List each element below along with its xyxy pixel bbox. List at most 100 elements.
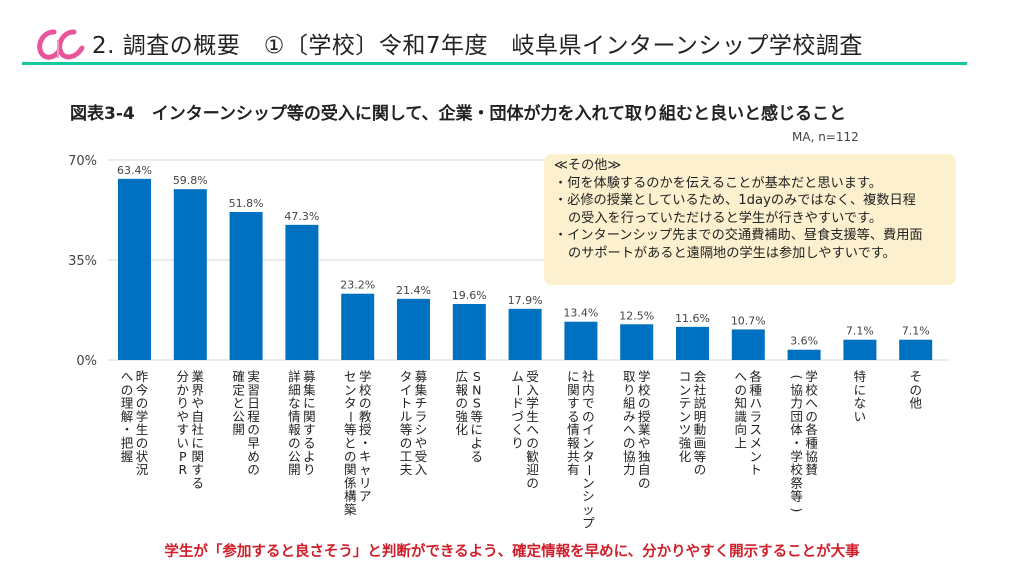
x-tick-label-char: 募 <box>415 369 428 384</box>
page-title: 2. 調査の概要 ①〔学校〕令和7年度 岐阜県インターンシップ学校調査 <box>92 33 863 59</box>
x-tick-label-char: 把 <box>121 436 134 451</box>
x-tick-label-char: 学 <box>359 369 372 384</box>
bar <box>452 304 486 360</box>
x-tick-label-char: 教 <box>359 409 372 424</box>
x-tick-label-char: の <box>638 396 651 411</box>
x-tick-label-char: 等 <box>790 489 803 504</box>
x-tick-label-char: 自 <box>192 409 205 424</box>
data-label: 23.2% <box>340 279 375 292</box>
x-tick-label-char: ン <box>344 382 357 397</box>
x-tick-label-char: で <box>582 396 595 411</box>
x-tick-label-char: い <box>854 409 867 424</box>
bar <box>620 324 654 360</box>
data-label: 59.8% <box>173 174 208 187</box>
x-tick-label-char: ア <box>359 489 372 504</box>
x-tick-label-char: な <box>854 396 867 411</box>
x-tick-label-char: り <box>623 382 636 397</box>
x-tick-label-char: ハ <box>750 396 763 411</box>
y-tick-label: 35% <box>68 254 97 269</box>
title-divider <box>22 62 967 65</box>
x-tick-label-char: ン <box>582 436 595 451</box>
x-tick-label-char: ラ <box>415 409 428 424</box>
bar <box>899 339 933 360</box>
x-tick-label-char: み <box>623 409 636 424</box>
x-tick-label-char: 工 <box>400 449 413 464</box>
x-tick-label-char: 握 <box>121 449 134 464</box>
x-tick-label-char: ン <box>679 382 692 397</box>
x-tick-label-char: の <box>288 436 301 451</box>
x-tick-label-char: ツ <box>679 422 692 437</box>
x-tick-label-char: へ <box>121 369 134 384</box>
x-tick-label-char: ー <box>581 464 596 477</box>
x-tick-label-char: 集 <box>415 382 428 397</box>
x-tick-label-char: 体 <box>790 422 803 437</box>
x-tick-label-char: 生 <box>136 422 149 437</box>
x-tick-label-char: 画 <box>694 436 707 451</box>
x-tick-label-char: 学 <box>790 449 803 464</box>
x-tick-label-char: 動 <box>694 422 707 437</box>
x-tick-label-char: に <box>303 396 316 411</box>
x-tick-label-char: 業 <box>192 369 205 384</box>
x-tick-label-char: の <box>694 462 707 477</box>
data-label: 3.6% <box>790 335 818 348</box>
x-tick-label-char: 会 <box>694 369 707 384</box>
x-tick-label-char: 説 <box>694 396 707 411</box>
x-tick-label-char: リ <box>359 475 372 490</box>
x-tick-label-char: 情 <box>567 422 580 437</box>
x-tick-label-char: の <box>359 396 372 411</box>
x-tick-label-char: 団 <box>790 409 803 424</box>
bar <box>508 308 542 360</box>
x-tick-label-char: ー <box>511 384 526 397</box>
x-tick-label-char: 生 <box>526 409 539 424</box>
x-tick-label-char: ト <box>400 396 413 411</box>
logo-icon <box>37 29 85 60</box>
x-tick-label-char: 入 <box>526 382 539 397</box>
x-tick-label-char: 校 <box>638 382 651 397</box>
x-tick-label-char: 迎 <box>526 462 539 477</box>
x-tick-label-char: 早 <box>247 436 260 451</box>
x-tick-label-char: ラ <box>750 409 763 424</box>
bar <box>397 298 430 360</box>
data-label: 11.6% <box>675 312 710 325</box>
x-tick-label-char: の <box>638 475 651 490</box>
x-tick-label-char: へ <box>735 369 748 384</box>
x-tick-label-char: タ <box>400 369 413 384</box>
x-tick-label-char: 等 <box>344 422 357 437</box>
x-tick-label-char: 各 <box>805 422 818 437</box>
data-label: 63.4% <box>117 164 152 177</box>
x-tick-label-char: く <box>511 422 524 437</box>
x-tick-label-char: そ <box>909 369 922 384</box>
x-tick-label-char: 歓 <box>526 449 539 464</box>
x-tick-label-char: 学 <box>638 369 651 384</box>
x-tick-label-char: 他 <box>909 396 922 411</box>
x-tick-label-char: ン <box>582 475 595 490</box>
x-tick-label-char: 集 <box>303 382 316 397</box>
bar <box>564 321 598 360</box>
x-tick-label-char: S <box>473 369 481 384</box>
x-tick-label-char: 協 <box>805 449 818 464</box>
x-tick-label-char: り <box>511 436 524 451</box>
x-tick-label-char: 程 <box>247 409 260 424</box>
x-tick-label-char: の <box>121 382 134 397</box>
x-tick-label-char: の <box>136 396 149 411</box>
bar <box>118 178 151 360</box>
x-tick-label-char: 構 <box>344 489 357 504</box>
x-tick-label-char: タ <box>582 449 595 464</box>
x-tick-label-char: プ <box>582 515 595 530</box>
data-label: 7.1% <box>902 325 930 338</box>
x-tick-label-char: 授 <box>359 422 372 437</box>
x-tick-label-char: 強 <box>679 436 692 451</box>
x-tick-label-char: キ <box>359 449 372 464</box>
x-tick-label-char: 開 <box>232 422 245 437</box>
x-tick-label-char: 習 <box>247 382 260 397</box>
x-tick-label-char: 各 <box>750 369 763 384</box>
x-tick-label-char: り <box>303 462 316 477</box>
data-label: 19.6% <box>452 289 487 302</box>
x-tick-label-char: 独 <box>638 449 651 464</box>
x-tick-label-char: 関 <box>303 409 316 424</box>
x-tick-label-char: R <box>178 462 187 477</box>
x-tick-label-char: や <box>177 409 190 424</box>
bar <box>787 349 821 360</box>
conclusion-text: 学生が「参加すると良さそう」と判断ができるよう、確定情報を早めに、分かりやすく開… <box>164 544 860 560</box>
sample-note: MA, n=112 <box>792 130 859 144</box>
